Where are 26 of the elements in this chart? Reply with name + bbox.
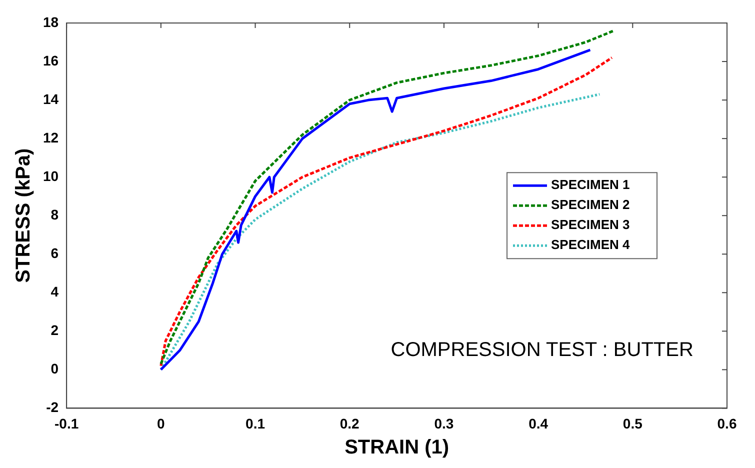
legend-label: SPECIMEN 1 xyxy=(551,177,630,192)
x-tick-label: 0.6 xyxy=(717,415,737,432)
x-tick-label: 0.2 xyxy=(340,415,360,432)
x-tick-label: -0.1 xyxy=(54,415,79,432)
x-axis-title: STRAIN (1) xyxy=(344,436,450,459)
y-axis-title: STRESS (kPa) xyxy=(12,148,35,283)
x-tick-label: 0.1 xyxy=(246,415,266,432)
y-tick-label: 10 xyxy=(42,168,59,184)
y-tick-label: 12 xyxy=(42,129,59,146)
y-tick-label: 0 xyxy=(50,360,59,377)
legend-label: SPECIMEN 2 xyxy=(551,197,630,212)
y-tick-label: -2 xyxy=(46,399,59,416)
y-tick-label: 6 xyxy=(50,244,59,261)
y-tick-label: 16 xyxy=(42,52,59,68)
x-tick-label: 0 xyxy=(157,415,166,432)
y-tick-label: 2 xyxy=(50,322,59,338)
x-tick-label: 0.4 xyxy=(528,415,548,432)
y-tick-label: 14 xyxy=(42,90,59,107)
x-tick-label: 0.3 xyxy=(434,415,454,432)
legend-label: SPECIMEN 4 xyxy=(551,237,631,252)
x-tick-label: 0.5 xyxy=(622,415,643,432)
y-tick-label: 18 xyxy=(42,14,59,30)
legend-label: SPECIMEN 3 xyxy=(551,217,630,232)
y-tick-label: 4 xyxy=(50,284,59,300)
annotation: COMPRESSION TEST : BUTTER xyxy=(390,338,694,361)
y-tick-label: 8 xyxy=(50,206,59,222)
